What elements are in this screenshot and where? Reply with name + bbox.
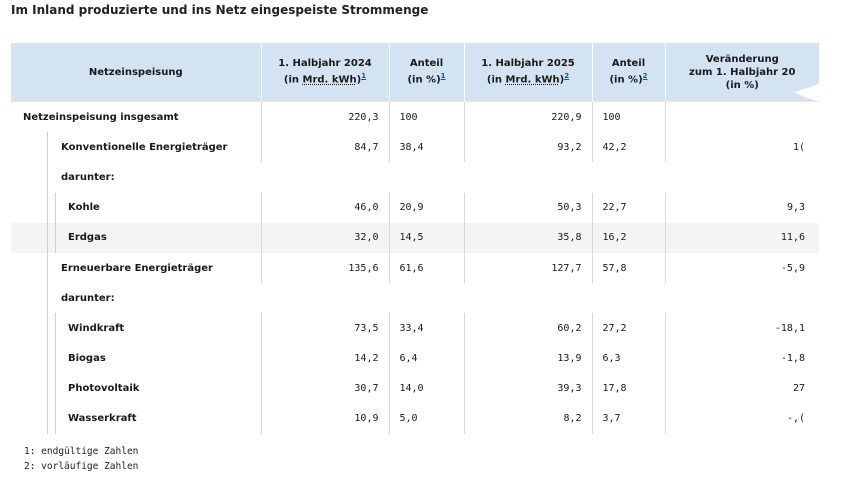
footnotes: 1: endgültige Zahlen 2: vorläufige Zahle…: [24, 444, 138, 474]
cell-share-2025: 6,3: [591, 343, 665, 374]
cell-value-2024: 84,7: [260, 132, 389, 163]
table-header-row: Netzeinspeisung 1. Halbjahr 2024 (in Mrd…: [11, 43, 819, 102]
cell-value-2025: 220,9: [463, 101, 592, 133]
cell-value-2024: 135,6: [260, 252, 389, 284]
cell-value-2025: 93,2: [463, 132, 592, 163]
row-label: Photovoltaik: [11, 373, 261, 405]
cell-share-2025: 42,2: [591, 132, 665, 163]
cell-share-2025: 16,2: [591, 222, 665, 253]
cell-value-2025: 35,8: [463, 222, 592, 253]
cell-empty: [261, 283, 389, 313]
cell-empty: [389, 162, 464, 192]
cell-empty: [464, 162, 592, 192]
cell-share-2025: 57,8: [591, 252, 665, 284]
cell-change: [664, 101, 819, 133]
row-label: darunter:: [11, 283, 261, 314]
cell-share-2025: 3,7: [591, 403, 665, 435]
footnote-1: 1: endgültige Zahlen: [24, 446, 139, 457]
row-label: Windkraft: [11, 313, 261, 344]
cell-value-2025: 13,9: [463, 343, 592, 374]
header-anteil-2025: Anteil (in %)2: [591, 43, 665, 102]
cell-change: -5,9: [664, 252, 819, 284]
cell-value-2024: 10,9: [260, 403, 389, 435]
table-row: Netzeinspeisung insgesamt 220,3 100 220,…: [11, 101, 819, 133]
cell-share-2025: 22,7: [591, 192, 665, 223]
row-label: darunter:: [11, 162, 261, 193]
cell-share-2025: 17,8: [591, 373, 665, 404]
table-row: Erdgas 32,0 14,5 35,8 16,2 11,6: [11, 222, 819, 254]
unit-abbr[interactable]: Mrd. kWh: [505, 74, 560, 86]
table-row: Konventionelle Energieträger 84,7 38,4 9…: [11, 132, 819, 163]
cell-share-2024: 14,5: [388, 222, 464, 253]
table-row: Windkraft 73,5 33,4 60,2 27,2 -18,1: [11, 313, 819, 344]
cell-change: -18,1: [664, 313, 819, 344]
cell-empty: [389, 283, 464, 313]
cell-value-2024: 73,5: [260, 313, 389, 344]
footnote-link-2[interactable]: 2: [564, 72, 570, 81]
header-halbjahr-2024: 1. Halbjahr 2024 (in Mrd. kWh)1: [260, 43, 389, 102]
cell-change: -,(: [664, 403, 819, 435]
header-netzeinspeisung: Netzeinspeisung: [11, 43, 261, 102]
cell-share-2024: 33,4: [388, 313, 464, 344]
table-row: Photovoltaik 30,7 14,0 39,3 17,8 27: [11, 373, 819, 405]
cell-value-2025: 8,2: [463, 403, 592, 435]
cell-share-2025: 100: [591, 101, 665, 133]
cell-share-2024: 6,4: [388, 343, 464, 374]
header-halbjahr-2025: 1. Halbjahr 2025 (in Mrd. kWh)2: [463, 43, 592, 102]
header-anteil-2024: Anteil (in %)1: [388, 43, 464, 102]
cell-share-2024: 61,6: [388, 252, 464, 284]
row-label: Wasserkraft: [11, 403, 261, 435]
cell-value-2025: 50,3: [463, 192, 592, 223]
cell-empty: [665, 162, 819, 192]
table-row: darunter:: [11, 162, 819, 193]
cell-value-2025: 60,2: [463, 313, 592, 344]
footnote-2: 2: vorläufige Zahlen: [24, 461, 139, 472]
cell-value-2024: 30,7: [260, 373, 389, 404]
cell-value-2024: 32,0: [260, 222, 389, 253]
cell-share-2024: 100: [388, 101, 464, 133]
data-table: Netzeinspeisung 1. Halbjahr 2024 (in Mrd…: [11, 43, 819, 435]
cell-empty: [665, 283, 819, 313]
cell-empty: [592, 162, 665, 192]
table-row: Erneuerbare Energieträger 135,6 61,6 127…: [11, 252, 819, 284]
row-label: Netzeinspeisung insgesamt: [11, 101, 261, 133]
cell-change: 1(: [664, 132, 819, 163]
cell-change: 27: [664, 373, 819, 404]
cell-change: 9,3: [664, 192, 819, 223]
cell-value-2025: 127,7: [463, 252, 592, 284]
cell-value-2025: 39,3: [463, 373, 592, 404]
table-row: Kohle 46,0 20,9 50,3 22,7 9,3: [11, 192, 819, 223]
cell-share-2024: 14,0: [388, 373, 464, 404]
table-row: darunter:: [11, 283, 819, 314]
footnote-link-1[interactable]: 1: [361, 72, 367, 81]
cell-share-2025: 27,2: [591, 313, 665, 344]
cell-empty: [592, 283, 665, 313]
footnote-link-1[interactable]: 1: [440, 72, 446, 81]
row-label: Erneuerbare Energieträger: [11, 252, 261, 284]
cell-share-2024: 5,0: [388, 403, 464, 435]
cell-value-2024: 220,3: [260, 101, 389, 133]
cell-change: 11,6: [664, 222, 819, 253]
header-veraenderung: Veränderung zum 1. Halbjahr 20 (in %): [664, 43, 819, 102]
table-row: Wasserkraft 10,9 5,0 8,2 3,7 -,(: [11, 403, 819, 435]
cell-empty: [261, 162, 389, 192]
page-title: Im Inland produzierte und ins Netz einge…: [11, 3, 429, 17]
row-label: Konventionelle Energieträger: [11, 132, 261, 163]
unit-abbr[interactable]: Mrd. kWh: [302, 74, 357, 86]
cell-value-2024: 14,2: [260, 343, 389, 374]
cell-share-2024: 20,9: [388, 192, 464, 223]
row-label: Erdgas: [11, 222, 261, 254]
cell-change: -1,8: [664, 343, 819, 374]
cell-share-2024: 38,4: [388, 132, 464, 163]
cell-empty: [464, 283, 592, 313]
row-label: Biogas: [11, 343, 261, 374]
footnote-link-2[interactable]: 2: [642, 72, 648, 81]
row-label: Kohle: [11, 192, 261, 223]
table-row: Biogas 14,2 6,4 13,9 6,3 -1,8: [11, 343, 819, 374]
cell-value-2024: 46,0: [260, 192, 389, 223]
